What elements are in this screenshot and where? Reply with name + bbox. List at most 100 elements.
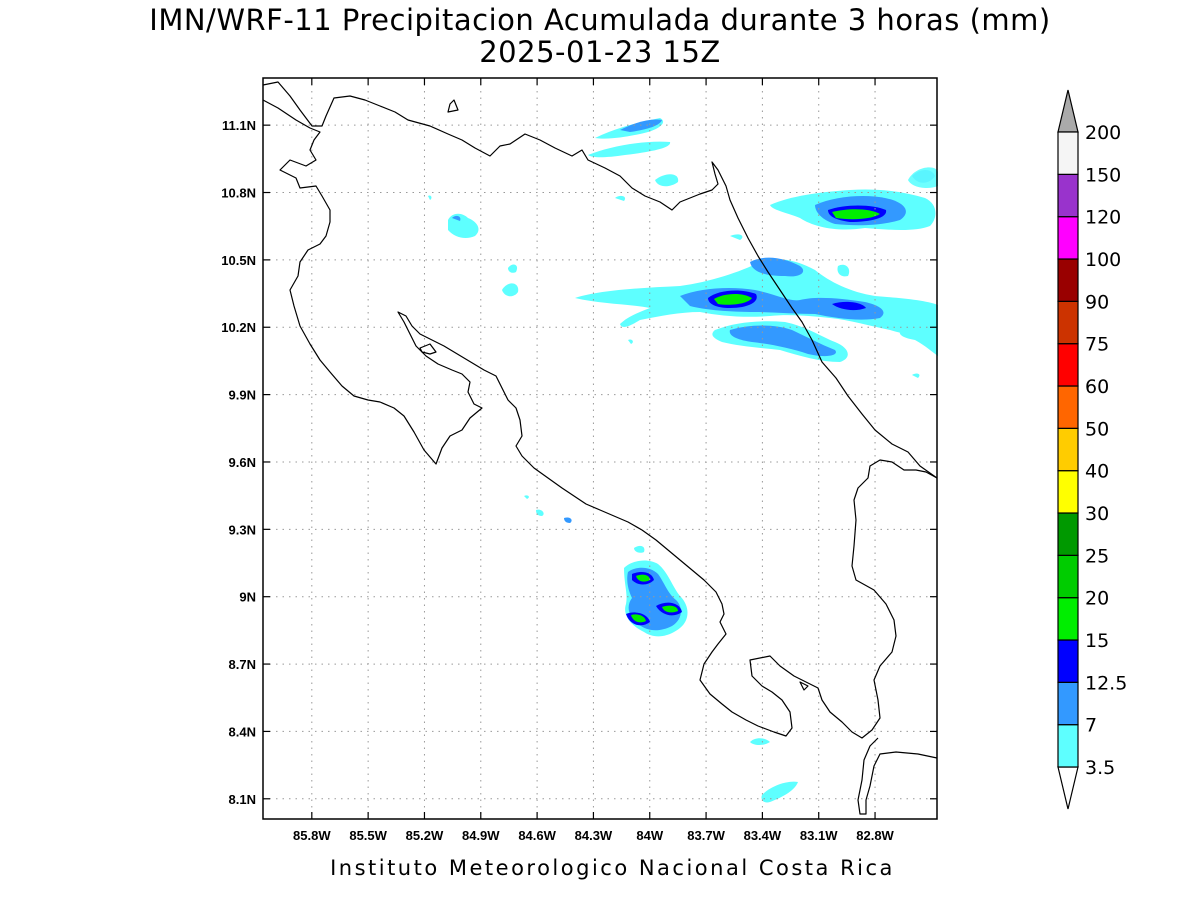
coastline: [857, 737, 938, 815]
precip-area: [448, 213, 479, 238]
lon-tick-label: 83.4W: [744, 828, 782, 843]
lat-tick-label: 9.3N: [229, 522, 256, 537]
colorbar-swatch: [1057, 427, 1079, 472]
lon-tick-label: 83.7W: [687, 828, 725, 843]
lon-tick-label: 82.8W: [856, 828, 894, 843]
colorbar-label: 150: [1085, 164, 1121, 186]
colorbar-label: 7: [1085, 715, 1097, 737]
precip-area: [750, 738, 770, 745]
colorbar-swatch: [1057, 385, 1079, 429]
precip-area: [837, 264, 850, 277]
precip-area: [615, 195, 626, 201]
precip-area: [761, 781, 798, 803]
colorbar-label: 60: [1085, 376, 1109, 398]
precip-area: [634, 545, 645, 553]
colorbar-swatch: [1057, 597, 1079, 641]
colorbar-swatch: [1057, 258, 1079, 302]
coastline: [262, 81, 938, 479]
colorbar-upper-arrow: [1057, 89, 1079, 133]
precip-area: [750, 257, 804, 277]
lon-tick-label: 84.3W: [575, 828, 613, 843]
colorbar-swatch: [1057, 512, 1079, 556]
precip-area: [662, 605, 678, 613]
lat-tick-label: 11.1N: [222, 118, 256, 133]
colorbar-swatch: [1057, 300, 1079, 345]
colorbar-label: 15: [1085, 630, 1109, 652]
lon-tick-label: 84.6W: [518, 828, 556, 843]
lat-tick-label: 10.8N: [221, 186, 256, 201]
colorbar-label: 200: [1085, 122, 1121, 144]
precip-area: [452, 215, 461, 221]
precip-area: [631, 614, 646, 623]
precip-area: [655, 174, 679, 187]
precip-area: [832, 301, 866, 311]
colorbar-label: 3.5: [1085, 757, 1115, 779]
colorbar-swatch: [1057, 470, 1079, 514]
colorbar-label: 100: [1085, 249, 1121, 271]
lon-tick-label: 85.8W: [293, 828, 331, 843]
precip-area: [899, 321, 938, 356]
lon-tick-label: 84W: [636, 828, 663, 843]
precip-area: [912, 373, 920, 378]
precip-area: [502, 283, 519, 297]
precip-area: [428, 195, 432, 200]
precip-area: [564, 517, 572, 523]
precip-area: [636, 574, 650, 582]
lat-tick-label: 9.6N: [229, 455, 256, 470]
precip-area: [832, 209, 880, 220]
precip-area: [536, 509, 544, 516]
lat-tick-label: 8.1N: [229, 792, 256, 807]
colorbar-label: 75: [1085, 334, 1109, 356]
colorbar-swatch: [1057, 131, 1079, 175]
colorbar-label: 50: [1085, 418, 1109, 440]
map-title: IMN/WRF-11 Precipitacion Acumulada duran…: [149, 3, 1051, 37]
colorbar-swatch: [1057, 724, 1079, 768]
map-date-subtitle: 2025-01-23 15Z: [479, 35, 721, 69]
colorbar-swatch: [1057, 173, 1079, 218]
colorbar-label: 20: [1085, 588, 1109, 610]
colorbar-swatch: [1057, 216, 1079, 260]
lon-tick-label: 84.9W: [462, 828, 500, 843]
coastline: [799, 681, 809, 691]
precipitation-layer: [428, 118, 938, 803]
colorbar-swatch: [1057, 681, 1079, 726]
lon-tick-label: 83.1W: [800, 828, 838, 843]
colorbar-swatch: [1057, 343, 1079, 387]
colorbar-label: 120: [1085, 207, 1121, 229]
coastline: [447, 99, 459, 113]
precip-area: [508, 264, 518, 273]
lat-tick-label: 8.7N: [229, 657, 256, 672]
colorbar-label: 12.5: [1085, 672, 1127, 694]
lon-tick-label: 85.2W: [406, 828, 444, 843]
colorbar-swatch: [1057, 639, 1079, 683]
colorbar-lower-arrow: [1057, 766, 1079, 810]
colorbar-label: 25: [1085, 545, 1109, 567]
precip-area: [729, 325, 836, 357]
coastline-layer: [262, 81, 938, 815]
lat-tick-label: 8.4N: [229, 724, 256, 739]
coastline: [262, 99, 938, 739]
colorbar-label: 90: [1085, 291, 1109, 313]
lat-tick-label: 9N: [239, 590, 256, 605]
precip-area: [620, 119, 662, 132]
precip-area: [628, 339, 633, 344]
axis-ticks: 85.8W 85.5W 85.2W 84.9W 84.6W 84.3W 84W 83.7W 83…: [221, 78, 937, 843]
map-frame: [262, 77, 938, 820]
colorbar-legend: 3.5 7 12.5 15 20 25 30 40 50 60 75 90 100 120 150 200: [1057, 89, 1127, 810]
lat-tick-label: 9.9N: [229, 388, 256, 403]
precip-area: [908, 167, 938, 188]
coastline: [419, 343, 437, 355]
precip-area: [714, 293, 752, 305]
lat-tick-label: 10.5N: [221, 253, 256, 268]
map-grid: [263, 78, 937, 819]
lat-tick-label: 10.2N: [221, 320, 256, 335]
lon-tick-label: 85.5W: [349, 828, 387, 843]
footer-credit: Instituto Meteorologico Nacional Costa R…: [330, 856, 895, 880]
colorbar-label: 30: [1085, 503, 1109, 525]
precip-area: [524, 495, 529, 499]
precip-area: [730, 234, 743, 240]
colorbar-swatch: [1057, 554, 1079, 599]
colorbar-label: 40: [1085, 461, 1109, 483]
precip-area: [588, 141, 671, 158]
